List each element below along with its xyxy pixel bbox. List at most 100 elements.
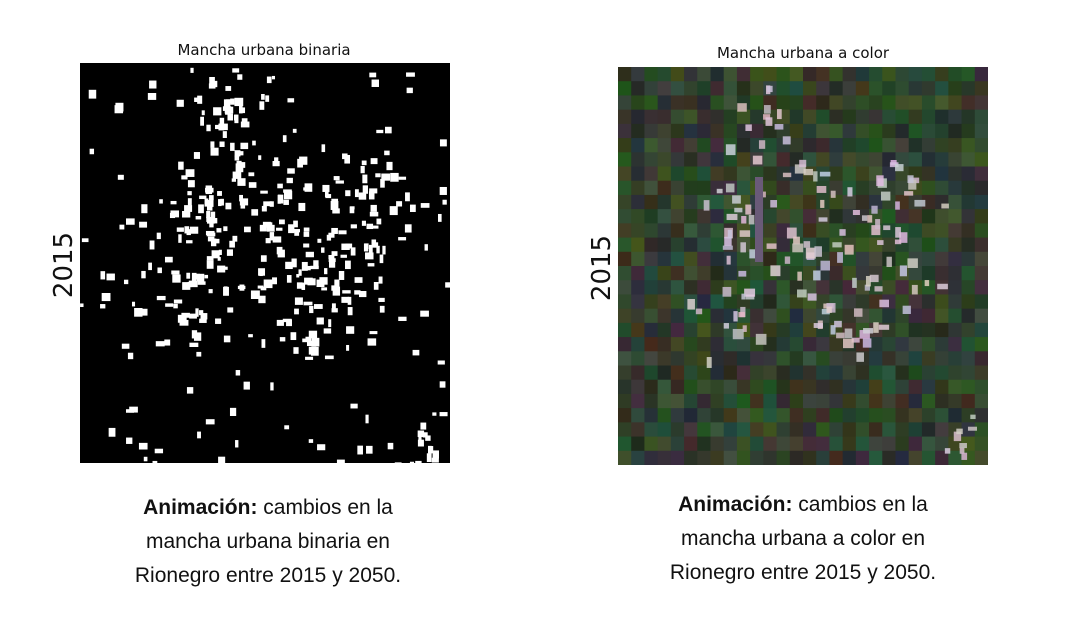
terrain-cell: [921, 237, 936, 253]
terrain-cell: [670, 294, 685, 310]
urban-pixel: [222, 131, 227, 138]
urban-area: [899, 232, 908, 243]
urban-pixel: [313, 304, 323, 309]
terrain-cell: [816, 393, 830, 409]
urban-pixel: [259, 224, 267, 232]
urban-area: [732, 328, 744, 340]
urban-pixel: [277, 183, 283, 189]
terrain-cell: [789, 408, 804, 423]
terrain-cell: [736, 393, 751, 409]
terrain-cell: [829, 450, 844, 465]
terrain-cell: [736, 166, 751, 182]
urban-pixel: [369, 188, 378, 194]
urban-pixel: [206, 205, 213, 211]
terrain-cell: [670, 422, 685, 438]
urban-pixel: [394, 462, 402, 463]
urban-pixel: [266, 76, 272, 84]
terrain-cell: [776, 194, 791, 210]
terrain-cell: [618, 123, 632, 139]
terrain-cell: [869, 450, 883, 465]
urban-area: [820, 199, 825, 208]
urban-pixel: [287, 98, 295, 103]
terrain-cell: [935, 237, 949, 253]
urban-pixel: [152, 460, 158, 463]
urban-pixel: [296, 282, 303, 289]
urban-pixel: [139, 221, 148, 228]
urban-pixel: [420, 310, 429, 317]
urban-area: [723, 323, 729, 329]
urban-area: [830, 190, 836, 198]
terrain-cell: [723, 436, 738, 452]
terrain-cell: [684, 266, 698, 281]
urban-pixel: [367, 338, 377, 346]
terrain-cell: [908, 308, 923, 324]
urban-area: [871, 225, 881, 236]
terrain-cell: [882, 109, 896, 125]
terrain-cell: [921, 436, 936, 452]
urban-pixel: [292, 128, 297, 133]
terrain-cell: [684, 81, 698, 96]
terrain-cell: [789, 379, 804, 395]
terrain-cell: [948, 408, 963, 423]
urban-pixel: [217, 265, 226, 273]
terrain-cell: [908, 351, 923, 366]
urban-pixel: [106, 273, 115, 281]
urban-pixel: [386, 161, 393, 171]
terrain-cell: [776, 152, 791, 167]
panel-title: Mancha urbana a color: [716, 44, 890, 62]
urban-pixel: [282, 135, 287, 143]
urban-pixel: [156, 295, 166, 301]
urban-pixel: [178, 316, 187, 320]
terrain-cell: [657, 365, 672, 381]
urban-pixel: [237, 74, 243, 80]
terrain-cell: [763, 379, 778, 395]
terrain-cell: [670, 280, 685, 295]
terrain-cell: [869, 422, 883, 438]
terrain-cell: [657, 223, 672, 239]
terrain-cell: [657, 266, 672, 281]
terrain-cell: [776, 379, 791, 395]
terrain-cell: [736, 351, 751, 366]
terrain-cell: [842, 152, 857, 167]
terrain-cell: [644, 123, 659, 139]
terrain-cell: [631, 280, 645, 295]
terrain-cell: [631, 152, 645, 167]
terrain-cell: [921, 365, 936, 381]
terrain-cell: [684, 152, 698, 167]
terrain-cell: [618, 209, 632, 224]
urban-pixel: [200, 313, 208, 320]
terrain-cell: [670, 237, 685, 253]
urban-pixel: [223, 226, 228, 232]
terrain-cell: [763, 436, 778, 452]
urban-pixel: [265, 238, 271, 244]
urban-area: [847, 187, 853, 197]
urban-pixel: [205, 419, 215, 425]
urban-pixel: [191, 272, 197, 282]
urban-area: [864, 284, 870, 291]
urban-pixel: [332, 208, 340, 214]
urban-area: [836, 332, 845, 339]
terrain-cell: [697, 393, 711, 409]
terrain-cell: [763, 123, 778, 139]
urban-pixel: [346, 344, 350, 351]
urban-area: [724, 236, 732, 246]
terrain-cell: [882, 266, 896, 281]
urban-area: [758, 140, 766, 149]
urban-area: [687, 298, 695, 310]
urban-pixel: [305, 336, 312, 342]
terrain-cell: [882, 138, 896, 153]
terrain-cell: [908, 209, 923, 224]
urban-pixel: [307, 278, 316, 286]
terrain-cell: [789, 393, 804, 409]
terrain-cell: [684, 67, 698, 82]
terrain-cell: [657, 393, 672, 409]
urban-area: [797, 289, 807, 298]
urban-area: [880, 191, 891, 201]
urban-pixel: [365, 414, 369, 424]
terrain-cell: [697, 209, 711, 224]
urban-pixel: [420, 203, 430, 208]
terrain-cell: [644, 180, 659, 196]
year-label: 2015: [49, 231, 79, 299]
terrain-cell: [882, 308, 896, 324]
terrain-cell: [829, 408, 844, 423]
